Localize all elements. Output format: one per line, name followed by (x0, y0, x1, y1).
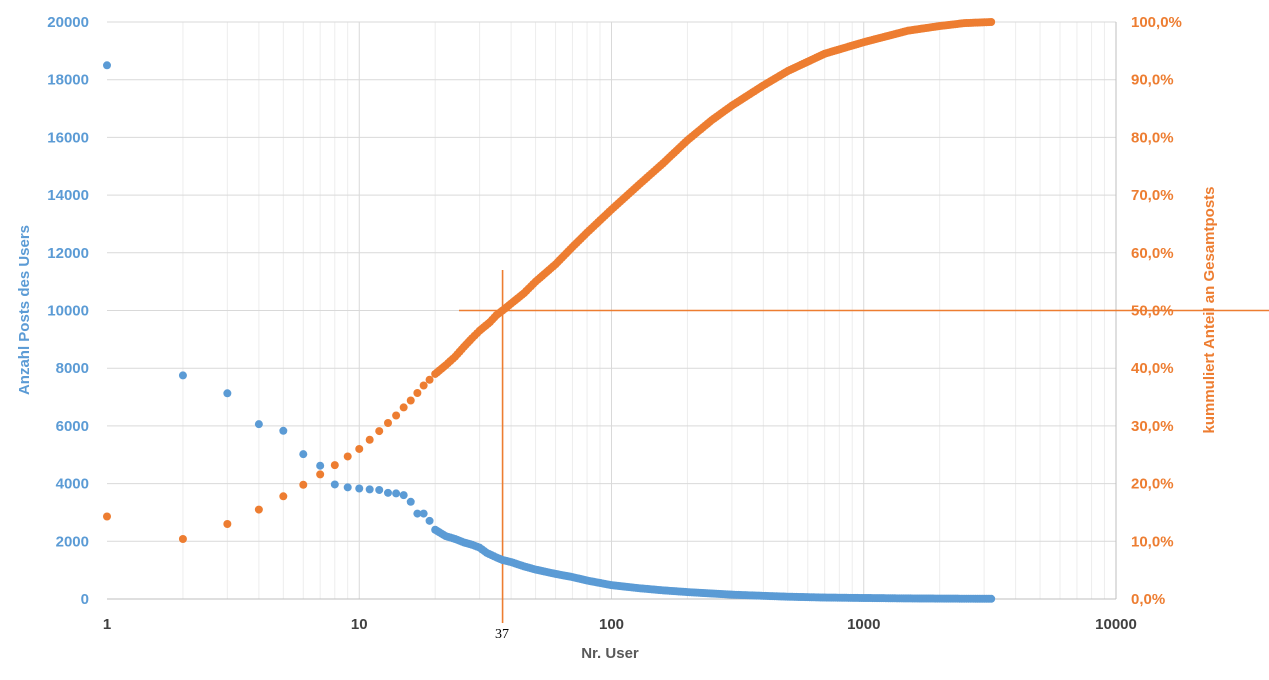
posts-point (425, 516, 434, 525)
cumulative-point (425, 375, 434, 384)
y-right-tick-label: 80,0% (1131, 129, 1174, 146)
y-left-tick-label: 6000 (56, 418, 89, 435)
cumulative-point (330, 461, 339, 470)
posts-point (375, 485, 384, 494)
posts-point (355, 484, 364, 493)
x-axis-title: Nr. User (581, 645, 639, 662)
posts-point (406, 497, 415, 506)
posts-point (343, 483, 352, 492)
x-tick-label: 10 (351, 616, 368, 633)
y-right-tick-label: 90,0% (1131, 72, 1174, 89)
y-axis-left-title: Anzahl Posts des Users (16, 225, 33, 395)
x-tick-label: 1 (103, 616, 111, 633)
cumulative-point (383, 419, 392, 428)
posts-point (299, 450, 308, 459)
x-tick-label: 1000 (847, 616, 880, 633)
posts-point (223, 389, 232, 398)
y-left-tick-label: 4000 (56, 476, 89, 493)
y-left-tick-label: 16000 (47, 129, 89, 146)
tick-labels: 1 10 100 1000 10000 0 2000 4000 6000 8000 10000 120… (47, 14, 1182, 633)
cumulative-point (178, 534, 187, 543)
cumulative-point (392, 411, 401, 420)
posts-point (383, 488, 392, 497)
y-left-tick-label: 20000 (47, 14, 89, 31)
posts-point (178, 371, 187, 380)
posts-point (316, 461, 325, 470)
cumulative-point (413, 389, 422, 398)
cumulative-point (299, 480, 308, 489)
posts-point (254, 420, 263, 429)
y-right-tick-label: 50,0% (1131, 303, 1174, 320)
y-left-tick-label: 12000 (47, 245, 89, 262)
cumulative-point (279, 492, 288, 501)
y-left-tick-label: 2000 (56, 533, 89, 550)
x-tick-label: 100 (599, 616, 624, 633)
posts-point (392, 489, 401, 498)
posts-point (987, 594, 996, 603)
posts-point (399, 491, 408, 500)
y-right-tick-label: 40,0% (1131, 360, 1174, 377)
cumulative-point (365, 435, 374, 444)
cumulative-point (987, 18, 996, 26)
marker-lines (459, 270, 1269, 623)
posts-point (419, 509, 428, 518)
y-right-tick-label: 20,0% (1131, 476, 1174, 493)
y-left-tick-label: 0 (81, 591, 89, 608)
y-axis-right-title: kummuliert Anteil an Gesamtposts (1201, 186, 1218, 433)
data-points (103, 18, 996, 603)
posts-point (365, 485, 374, 494)
posts-point (103, 61, 111, 70)
y-right-tick-label: 30,0% (1131, 418, 1174, 435)
posts-point (279, 426, 288, 435)
y-left-tick-label: 10000 (47, 303, 89, 320)
posts-point (413, 509, 422, 518)
cumulative-point (419, 381, 428, 390)
y-left-tick-label: 14000 (47, 187, 89, 204)
y-right-tick-label: 100,0% (1131, 14, 1182, 31)
cumulative-point (254, 505, 263, 514)
y-right-tick-label: 10,0% (1131, 533, 1174, 550)
marker-label: 37 (495, 627, 509, 642)
cumulative-point (103, 512, 111, 521)
cumulative-point (375, 427, 384, 436)
cumulative-point (355, 444, 364, 453)
cumulative-point (406, 396, 415, 405)
x-tick-label: 10000 (1095, 616, 1137, 633)
posts-point (330, 480, 339, 489)
y-left-tick-label: 18000 (47, 72, 89, 89)
cumulative-point (343, 452, 352, 461)
cumulative-point (223, 519, 232, 528)
y-right-tick-label: 60,0% (1131, 245, 1174, 262)
y-right-tick-label: 0,0% (1131, 591, 1165, 608)
cumulative-point (316, 470, 325, 479)
y-left-tick-label: 8000 (56, 360, 89, 377)
cumulative-point (399, 403, 408, 412)
y-right-tick-label: 70,0% (1131, 187, 1174, 204)
